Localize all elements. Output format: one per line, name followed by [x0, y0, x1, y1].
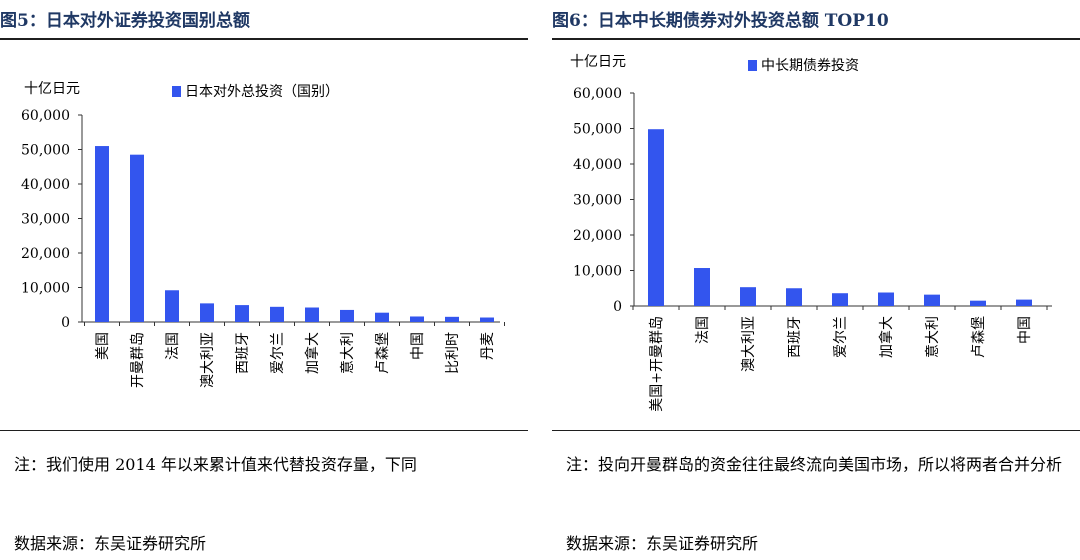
y-tick-label: 20,000: [21, 246, 70, 262]
figure-6-title: 图6：日本中长期债券对外投资总额 TOP10: [552, 11, 889, 31]
bar: [95, 146, 109, 322]
bar: [970, 300, 986, 306]
y-tick-label: 30,000: [21, 212, 70, 228]
y-tick-label: 50,000: [573, 122, 622, 138]
x-tick-label: 美国+开曼群岛: [649, 316, 665, 412]
x-tick-label: 西班牙: [235, 332, 251, 374]
x-tick-label: 法国: [165, 332, 181, 360]
figure-6-source: 数据来源：东吴证券研究所: [566, 534, 759, 553]
legend-swatch: [748, 60, 757, 71]
x-tick-label: 爱尔兰: [270, 332, 286, 374]
bar: [165, 290, 179, 322]
x-tick-label: 法国: [695, 316, 711, 344]
y-tick-label: 40,000: [21, 177, 70, 193]
x-tick-label: 卢森堡: [971, 316, 987, 358]
legend-label: 日本对外总投资（国别）: [185, 84, 339, 100]
bar: [270, 306, 284, 322]
legend-swatch: [172, 86, 181, 97]
x-tick-label: 中国: [410, 332, 426, 360]
x-tick-label: 西班牙: [787, 316, 803, 358]
unit-label: 十亿日元: [24, 81, 80, 97]
x-tick-label: 意大利: [924, 316, 941, 358]
top-rule: [0, 38, 528, 40]
top-rule: [552, 38, 1080, 40]
bar: [410, 316, 424, 322]
bar: [832, 293, 848, 306]
figure-6-chart: 十亿日元 中长期债券投资 0 10,000 20,000 30,000 40,000 50,0…: [570, 54, 1052, 412]
figure-5-note: 注：我们使用 2014 年以来累计值来代替投资存量，下同: [14, 455, 417, 474]
y-tick-label: 20,000: [573, 228, 622, 244]
x-tick-label: 丹麦: [480, 332, 496, 360]
x-tick-label: 美国: [95, 332, 111, 360]
bar: [480, 317, 494, 322]
bar: [694, 268, 710, 306]
y-tick-label: 0: [61, 315, 70, 331]
x-tick-label: 加拿大: [304, 332, 321, 374]
figure-5-chart: 十亿日元 日本对外总投资（国别） 0 10,000 20,000 30,000 40,000…: [21, 81, 505, 388]
figure-5-source: 数据来源：东吴证券研究所: [14, 534, 207, 553]
x-tick-label: 澳大利亚: [200, 332, 216, 388]
figure-5-title: 图5：日本对外证券投资国别总额: [0, 11, 250, 31]
y-tick-label: 60,000: [21, 108, 70, 124]
bar: [924, 294, 940, 306]
bar: [305, 307, 319, 322]
x-tick-label: 开曼群岛: [130, 332, 146, 388]
bar: [1016, 299, 1032, 306]
y-tick-label: 0: [613, 299, 622, 315]
y-tick-label: 10,000: [573, 264, 622, 280]
unit-label: 十亿日元: [570, 54, 626, 70]
bar: [200, 303, 214, 322]
bottom-rule: [552, 430, 1080, 431]
bar: [340, 309, 354, 322]
x-tick-label: 加拿大: [878, 316, 895, 358]
legend-label: 中长期债券投资: [761, 58, 859, 74]
x-tick-label: 中国: [1017, 316, 1033, 344]
x-tick-label: 爱尔兰: [833, 316, 849, 358]
y-tick-label: 40,000: [573, 157, 622, 173]
bar: [445, 316, 459, 322]
bar: [375, 312, 389, 322]
x-tick-label: 比利时: [445, 332, 461, 374]
bar: [786, 288, 802, 306]
bottom-rule: [0, 430, 528, 431]
y-tick-label: 60,000: [573, 86, 622, 102]
x-tick-label: 澳大利亚: [741, 316, 757, 372]
bar: [740, 287, 756, 306]
bar: [648, 129, 664, 306]
y-tick-label: 10,000: [21, 281, 70, 297]
x-tick-label: 意大利: [339, 332, 356, 374]
bar: [235, 305, 249, 322]
figure-6-note: 注：投向开曼群岛的资金往往最终流向美国市场，所以将两者合并分析: [566, 455, 1063, 474]
x-tick-label: 卢森堡: [375, 332, 391, 374]
y-tick-label: 50,000: [21, 143, 70, 159]
y-tick-label: 30,000: [573, 193, 622, 209]
bar: [878, 292, 894, 306]
bar: [130, 154, 144, 322]
